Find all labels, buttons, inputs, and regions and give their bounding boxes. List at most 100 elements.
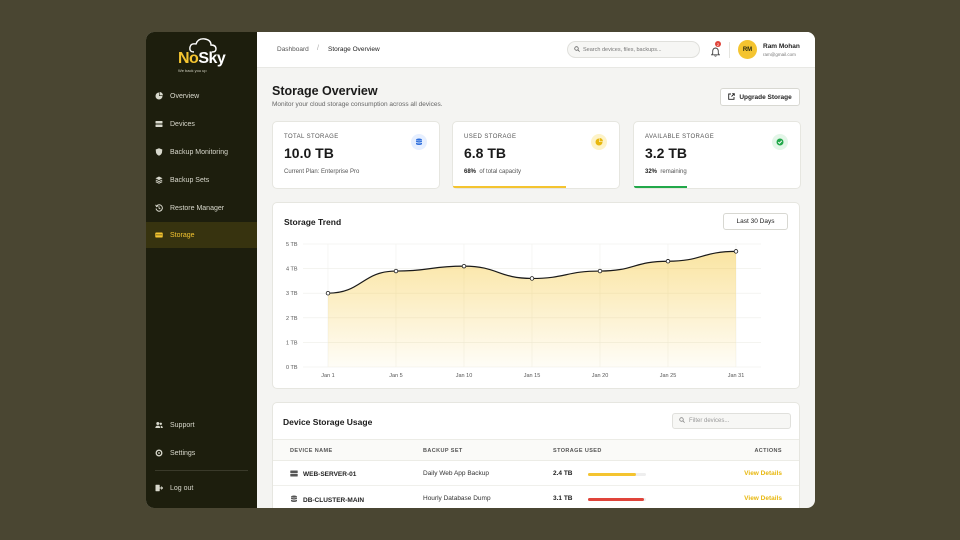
column-header-backup-set[interactable]: BACKUP SET (423, 448, 463, 454)
sidebar-item-backup-monitoring[interactable]: Backup Monitoring (146, 139, 257, 165)
stat-card-used: USED STORAGE 6.8 TB 68% of total capacit… (452, 121, 620, 189)
stat-footnote: 68% of total capacity (464, 169, 521, 175)
sidebar-item-logout[interactable]: Log out (146, 475, 257, 501)
breadcrumb-separator: / (317, 45, 319, 52)
avatar[interactable]: RM (738, 40, 757, 59)
used-progress-bar (453, 186, 566, 188)
storage-trend-card: Storage Trend Last 30 Days 0 TB 1 TB 2 TB 3… (272, 202, 800, 389)
device-name-cell: DB-CLUSTER-MAIN (290, 495, 364, 505)
stat-value: 3.2 TB (645, 145, 688, 161)
x-tick-label: Jan 10 (456, 373, 473, 379)
cloud-icon (189, 38, 217, 53)
table-row[interactable]: WEB-SERVER-01 Daily Web App Backup 2.4 T… (273, 462, 799, 486)
layers-icon (155, 176, 163, 184)
stat-percent: 68% (464, 169, 477, 175)
data-point (597, 268, 603, 274)
brand-tagline: We back you up (178, 68, 207, 73)
sidebar-item-label: Overview (170, 92, 200, 100)
area-fill (328, 251, 736, 367)
device-name-cell: WEB-SERVER-01 (290, 470, 356, 479)
data-point (529, 276, 535, 281)
x-tick-label: Jan 31 (728, 373, 745, 379)
page-title: Storage Overview (272, 84, 378, 98)
sidebar-item-storage[interactable]: Storage (146, 222, 257, 248)
notifications-button[interactable]: 2 (710, 41, 721, 62)
global-search[interactable]: Search devices, files, backups... (567, 41, 700, 58)
shield-icon (155, 148, 163, 156)
breadcrumb-dashboard[interactable]: Dashboard (277, 46, 309, 53)
available-progress-bar (634, 186, 688, 188)
server-icon (290, 470, 298, 479)
y-tick-label: 4 TB (286, 267, 298, 273)
backup-set-cell: Hourly Database Dump (423, 495, 491, 502)
backup-set-cell: Daily Web App Backup (423, 470, 489, 477)
breadcrumb-current: Storage Overview (328, 46, 380, 53)
stat-foot-text: remaining (660, 169, 687, 175)
topbar: Dashboard / Storage Overview Search devi… (257, 32, 815, 68)
sidebar-item-overview[interactable]: Overview (146, 83, 257, 109)
stat-foot-text: of total capacity (479, 169, 522, 175)
sidebar-item-label: Support (170, 421, 195, 429)
date-range-select[interactable]: Last 30 Days (723, 213, 788, 230)
sidebar-item-restore-manager[interactable]: Restore Manager (146, 195, 257, 221)
view-details-link[interactable]: View Details (744, 495, 782, 502)
y-tick-label: 1 TB (286, 340, 298, 346)
x-tick-label: Jan 15 (524, 373, 541, 379)
filter-input[interactable]: Filter devices... (689, 418, 730, 424)
column-header-actions: ACTIONS (754, 448, 782, 454)
data-point (665, 259, 671, 264)
sidebar-item-label: Storage (170, 231, 195, 239)
sidebar-item-devices[interactable]: Devices (146, 111, 257, 137)
x-tick-label: Jan 1 (321, 373, 334, 379)
y-tick-label: 2 TB (286, 316, 298, 322)
stat-value: 6.8 TB (464, 145, 507, 161)
stat-percent: 32% (645, 169, 658, 175)
server-icon (155, 120, 163, 128)
usage-bar-fill (588, 473, 636, 476)
column-header-device[interactable]: DEVICE NAME (290, 448, 333, 454)
search-input[interactable]: Search devices, files, backups... (583, 46, 662, 53)
usage-bar-fill (588, 498, 645, 501)
notification-badge: 2 (715, 41, 721, 47)
brand-logo[interactable]: NoSky We back you up (168, 36, 236, 78)
usage-bar (588, 473, 646, 476)
sidebar-item-label: Backup Monitoring (170, 148, 228, 156)
pie-chart-icon (155, 92, 163, 100)
sidebar: NoSky We back you up Overview Devices Ba… (146, 32, 257, 508)
stat-label: AVAILABLE STORAGE (645, 134, 715, 140)
search-icon (679, 417, 685, 425)
brand-name: NoSky (178, 50, 226, 68)
x-tick-label: Jan 5 (389, 373, 402, 379)
sidebar-item-settings[interactable]: Settings (146, 440, 257, 466)
table-title: Device Storage Usage (283, 417, 373, 427)
page-subtitle: Monitor your cloud storage consumption a… (272, 101, 443, 108)
database-icon (411, 134, 427, 150)
upgrade-storage-button[interactable]: Upgrade Storage (720, 88, 800, 106)
sidebar-item-label: Restore Manager (170, 204, 225, 212)
app-window: NoSky We back you up Overview Devices Ba… (146, 32, 815, 508)
y-tick-label: 0 TB (286, 365, 298, 371)
search-icon (574, 45, 580, 54)
view-details-link[interactable]: View Details (744, 470, 782, 477)
stat-card-available: AVAILABLE STORAGE 3.2 TB 32% remaining (633, 121, 801, 189)
storage-trend-chart: 0 TB 1 TB 2 TB 3 TB 4 TB 5 TB Jan 1 Jan 5 Jan 10… (286, 242, 761, 379)
user-email: ram@gmail.com (763, 52, 796, 57)
usage-bar (588, 498, 646, 501)
logout-icon (155, 484, 163, 492)
y-tick-label: 3 TB (286, 291, 298, 297)
stat-value: 10.0 TB (284, 145, 334, 161)
table-row[interactable]: DB-CLUSTER-MAIN Hourly Database Dump 3.1… (273, 487, 799, 508)
x-tick-label: Jan 25 (660, 373, 677, 379)
data-point (325, 290, 331, 296)
hard-drive-icon (155, 231, 163, 239)
external-link-icon (728, 92, 736, 102)
sidebar-divider (155, 470, 248, 471)
filter-devices[interactable]: Filter devices... (672, 413, 791, 429)
sidebar-item-backup-sets[interactable]: Backup Sets (146, 167, 257, 193)
pie-chart-icon (591, 134, 607, 150)
column-header-storage-used[interactable]: STORAGE USED (553, 448, 602, 454)
topbar-divider (729, 42, 730, 58)
upgrade-storage-label: Upgrade Storage (739, 93, 792, 101)
database-icon (290, 495, 298, 505)
sidebar-item-support[interactable]: Support (146, 412, 257, 438)
